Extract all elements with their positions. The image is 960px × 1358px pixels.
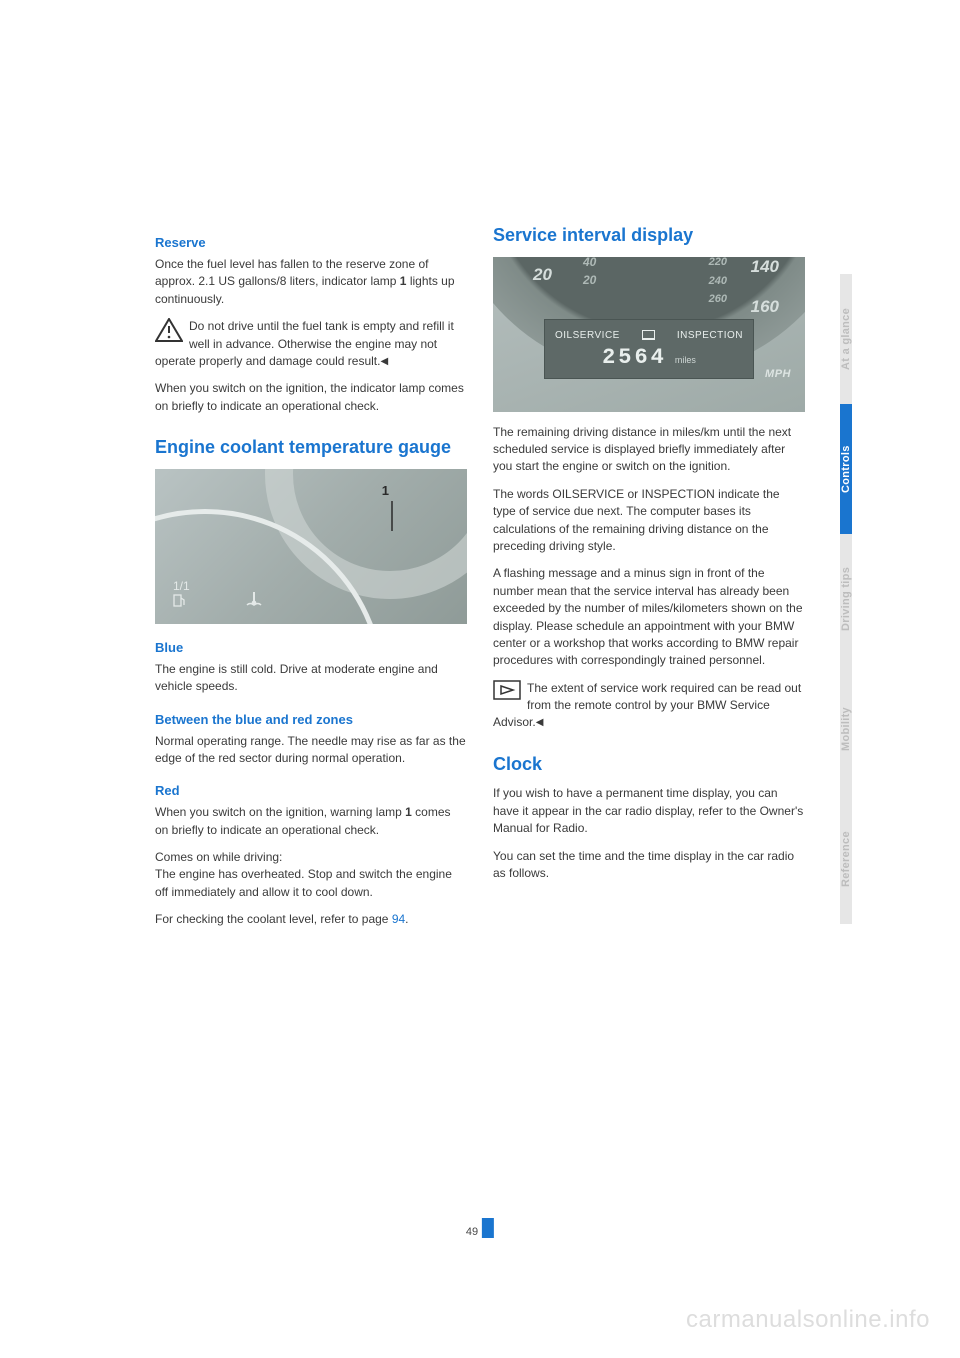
scale-160: 160 [751, 297, 779, 317]
warning-icon [155, 318, 183, 342]
clock-para-1: If you wish to have a permanent time dis… [493, 785, 805, 837]
scale-260: 260 [709, 293, 727, 305]
red-para-2: Comes on while driving: The engine has o… [155, 849, 467, 901]
between-para: Normal operating range. The needle may r… [155, 733, 467, 768]
coolant-heading: Engine coolant temperature gauge [155, 437, 467, 459]
service-para-1: The remaining driving distance in miles/… [493, 424, 805, 476]
gauge-indicator-label: 1 [382, 483, 389, 498]
tab-driving-tips[interactable]: Driving tips [840, 534, 852, 664]
red-heading: Red [155, 783, 467, 798]
service-digits: 2564 [602, 345, 667, 370]
page-number-text: 49 [466, 1226, 478, 1238]
page-number-bar [482, 1218, 494, 1238]
fuel-label: 1/1 [173, 579, 190, 610]
tab-reference[interactable]: Reference [840, 794, 852, 924]
text: For checking the coolant level, refer to… [155, 912, 392, 926]
service-note: The extent of service work required can … [493, 680, 805, 732]
scale-220: 220 [709, 257, 727, 268]
clock-para-2: You can set the time and the time displa… [493, 848, 805, 883]
end-marker-icon: ◀ [536, 717, 544, 728]
temp-icon [245, 591, 263, 610]
gauge-pointer-line [389, 501, 395, 531]
miles-label: miles [675, 355, 696, 365]
red-para-3: For checking the coolant level, refer to… [155, 911, 467, 928]
tab-controls[interactable]: Controls [840, 404, 852, 534]
coolant-gauge-image: 1 1/1 [155, 469, 467, 624]
tab-at-a-glance[interactable]: At a glance [840, 274, 852, 404]
service-lcd-box: OILSERVICE INSPECTION 2564 miles [544, 319, 754, 379]
scale-20: 20 [533, 265, 552, 285]
service-para-2: The words OILSERVICE or INSPECTION indic… [493, 486, 805, 556]
scale-140: 140 [751, 257, 779, 277]
mph-label: MPH [765, 368, 791, 380]
left-column: Reserve Once the fuel level has fallen t… [155, 225, 467, 939]
clock-heading: Clock [493, 754, 805, 776]
text: . [405, 912, 408, 926]
page-number: 49 [466, 1218, 494, 1238]
reserve-heading: Reserve [155, 235, 467, 250]
indicator-number: 1 [405, 805, 412, 819]
red-para-1: When you switch on the ignition, warning… [155, 804, 467, 839]
page-content: Reserve Once the fuel level has fallen t… [155, 225, 805, 939]
end-marker-icon: ◀ [380, 356, 388, 367]
blue-heading: Blue [155, 640, 467, 655]
service-para-3: A flashing message and a minus sign in f… [493, 565, 805, 669]
scale-20-inner: 20 [583, 273, 596, 287]
service-heading: Service interval display [493, 225, 805, 247]
reserve-para-1: Once the fuel level has fallen to the re… [155, 256, 467, 308]
text: When you switch on the ignition, warning… [155, 805, 405, 819]
tab-mobility[interactable]: Mobility [840, 664, 852, 794]
inspection-label: INSPECTION [677, 330, 743, 341]
watermark: carmanualsonline.info [686, 1306, 930, 1334]
scale-240: 240 [709, 275, 727, 287]
between-heading: Between the blue and red zones [155, 712, 467, 727]
reserve-warning: Do not drive until the fuel tank is empt… [155, 318, 467, 370]
service-interval-image: 20 40 20 220 240 260 140 160 OILSERVICE … [493, 257, 805, 412]
note-icon [493, 680, 521, 700]
reserve-para-2: When you switch on the ignition, the ind… [155, 380, 467, 415]
right-column: Service interval display 20 40 20 220 24… [493, 225, 805, 939]
scale-40-inner: 40 [583, 257, 596, 269]
page-link-94[interactable]: 94 [392, 912, 405, 926]
oilservice-label: OILSERVICE [555, 330, 620, 341]
fuel-pump-icon [173, 593, 185, 607]
blue-para: The engine is still cold. Drive at moder… [155, 661, 467, 696]
book-icon [642, 330, 655, 340]
text: Once the fuel level has fallen to the re… [155, 257, 429, 288]
section-tabs: At a glance Controls Driving tips Mobili… [840, 274, 864, 924]
warning-text: Do not drive until the fuel tank is empt… [155, 319, 454, 368]
